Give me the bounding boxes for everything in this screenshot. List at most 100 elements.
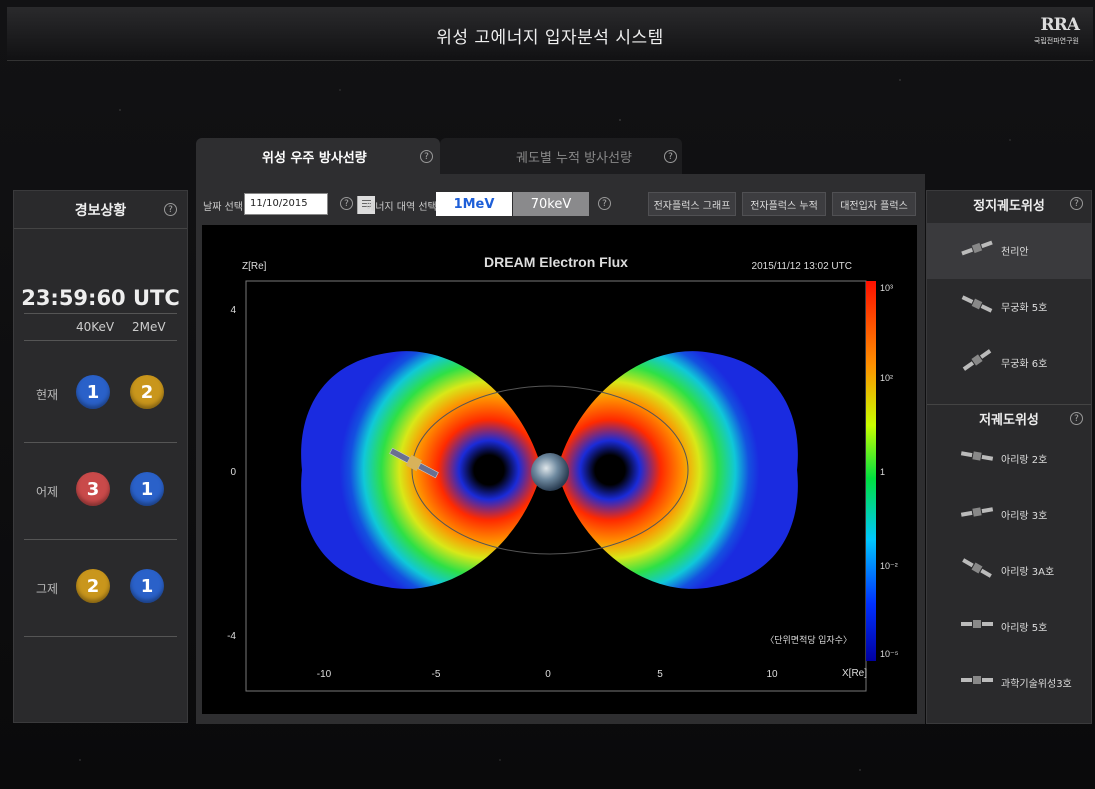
x-tick-label: 0 [545, 669, 551, 680]
z-tick-label: 0 [230, 467, 236, 478]
colorbar-tick-label: 10⁻⁵ [880, 649, 899, 659]
alert-panel: 경보상황 ? 23:59:60 UTC 40KeV 2MeV 현재 1 2 어제 3 1 그… [13, 190, 188, 723]
help-icon[interactable]: ? [1070, 412, 1083, 425]
satellite-name: 무궁화 6호 [1001, 359, 1048, 370]
alert-row: 어제 3 1 [24, 443, 177, 540]
colorbar-tick-label: 10⁻² [880, 561, 898, 571]
x-tick-label: 5 [657, 669, 663, 680]
alert-row-label: 어제 [36, 485, 59, 499]
satellite-name: 무궁화 5호 [1001, 303, 1048, 314]
col-2mev: 2MeV [132, 320, 166, 334]
level-badge-40kev[interactable]: 2 [76, 569, 110, 603]
charged-particle-button[interactable]: 대전입자 플럭스 [832, 192, 916, 216]
help-icon[interactable]: ? [1070, 197, 1083, 210]
rra-logo[interactable]: RRA 국립전파연구원 [1033, 15, 1080, 46]
satellite-name: 아리랑 3A호 [1001, 567, 1055, 578]
leo-item[interactable]: 아리랑 2호 [927, 431, 1091, 487]
leo-item[interactable]: 아리랑 3A호 [927, 543, 1091, 599]
geo-sats-title: 정지궤도위성 [973, 198, 1045, 214]
calendar-icon[interactable] [357, 196, 375, 214]
app-title: 위성 고에너지 입자분석 시스템 [436, 28, 664, 48]
leo-sats-header: 저궤도위성 ? [927, 404, 1091, 432]
unit-note: 〈단위면적당 입자수〉 [765, 634, 852, 645]
leo-sats-title: 저궤도위성 [979, 413, 1039, 428]
flux-plot-svg: DREAM Electron Flux 2015/11/12 13:02 UTC Z… [227, 254, 899, 692]
satellite-icon [960, 507, 994, 517]
tab-orbit-cumulative[interactable]: 궤도별 누적 방사선량 ? [440, 138, 682, 174]
satellite-icon [961, 676, 993, 684]
satellite-name: 천리안 [1001, 247, 1029, 258]
level-columns-header: 40KeV 2MeV [24, 313, 177, 341]
leo-item[interactable]: 아리랑 5호 [927, 599, 1091, 655]
satellite-name: 아리랑 2호 [1001, 455, 1048, 466]
toolbar: 날짜 선택 11/10/2015 ? 에너지 대역 선택 1MeV 70keV … [196, 192, 925, 218]
plot-title: DREAM Electron Flux [484, 254, 628, 270]
orbit-ellipse [411, 385, 689, 555]
help-icon[interactable]: ? [340, 197, 353, 210]
tab-label: 궤도별 누적 방사선량 [516, 150, 632, 166]
satellite-icon [962, 558, 992, 578]
help-icon[interactable]: ? [164, 203, 177, 216]
energy-label: 에너지 대역 선택 [366, 202, 437, 213]
x-tick-label: 10 [766, 669, 778, 680]
tab-label: 위성 우주 방사선량 [262, 150, 367, 166]
x-tick-label: -10 [317, 669, 332, 680]
logo-text: RRA [1040, 15, 1080, 35]
date-label: 날짜 선택 [203, 202, 243, 213]
help-icon[interactable]: ? [664, 150, 677, 163]
date-field[interactable]: 11/10/2015 [244, 193, 375, 215]
energy-70kev-button[interactable]: 70keV [513, 192, 589, 216]
alert-row-label: 그제 [36, 582, 59, 596]
alert-panel-header: 경보상황 ? [14, 191, 187, 229]
flux-graph-button[interactable]: 전자플럭스 그래프 [648, 192, 736, 216]
colorbar-tick-label: 1 [880, 467, 885, 477]
utc-clock: 23:59:60 UTC [21, 286, 180, 310]
satellite-marker [389, 447, 439, 479]
help-icon[interactable]: ? [598, 197, 611, 210]
level-badge-40kev[interactable]: 1 [76, 375, 110, 409]
z-axis-label: Z[Re] [242, 261, 267, 272]
satellite-icon [961, 240, 993, 256]
satellite-icon [961, 620, 993, 628]
geo-sats-header: 정지궤도위성 ? [927, 191, 1091, 217]
x-axis-label: X[Re] [842, 668, 867, 679]
alert-row-label: 현재 [36, 388, 59, 402]
geo-item[interactable]: 무궁화 5호 [927, 279, 1091, 335]
flux-cumulative-button[interactable]: 전자플럭스 누적 [742, 192, 826, 216]
z-tick-label: -4 [227, 631, 236, 642]
alert-panel-title: 경보상황 [74, 202, 127, 219]
z-tick-label: 4 [230, 305, 236, 316]
leo-item[interactable]: 과학기술위성3호 [927, 655, 1091, 711]
earth-globe [531, 453, 569, 491]
level-badge-2mev[interactable]: 1 [130, 569, 164, 603]
tab-radiation-dose[interactable]: 위성 우주 방사선량 ? [196, 138, 440, 174]
colorbar [866, 281, 876, 661]
col-40kev: 40KeV [76, 320, 115, 334]
satellite-name: 아리랑 3호 [1001, 511, 1048, 522]
colorbar-tick-label: 10² [880, 373, 893, 383]
plot-timestamp: 2015/11/12 13:02 UTC [752, 261, 852, 272]
satellite-icon [961, 295, 993, 313]
colorbar-tick-label: 10³ [880, 283, 893, 293]
level-badge-2mev[interactable]: 1 [130, 472, 164, 506]
satellite-icon [962, 349, 992, 371]
level-badge-40kev[interactable]: 3 [76, 472, 110, 506]
alert-row: 그제 2 1 [24, 540, 177, 637]
help-icon[interactable]: ? [420, 150, 433, 163]
header-bar: 위성 고에너지 입자분석 시스템 RRA 국립전파연구원 [7, 7, 1093, 61]
energy-1mev-button[interactable]: 1MeV [436, 192, 512, 216]
satellite-icon [960, 451, 994, 461]
belt-right [557, 351, 798, 589]
satellite-name: 아리랑 5호 [1001, 623, 1048, 634]
leo-item[interactable]: 아리랑 3호 [927, 487, 1091, 543]
main-panel: 날짜 선택 11/10/2015 ? 에너지 대역 선택 1MeV 70keV … [196, 174, 925, 724]
level-badge-2mev[interactable]: 2 [130, 375, 164, 409]
satellite-name: 과학기술위성3호 [1001, 679, 1072, 690]
alert-row: 현재 1 2 [24, 346, 177, 443]
geo-item[interactable]: 천리안 [927, 223, 1091, 279]
geo-item[interactable]: 무궁화 6호 [927, 335, 1091, 391]
x-tick-label: -5 [432, 669, 441, 680]
date-value: 11/10/2015 [250, 198, 308, 209]
logo-subtext: 국립전파연구원 [1033, 37, 1079, 45]
